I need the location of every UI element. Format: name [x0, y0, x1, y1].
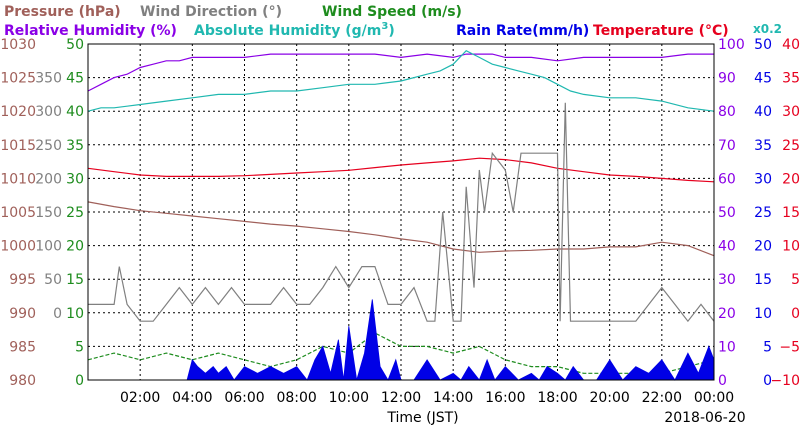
pressure-tick-label: 1015: [0, 138, 36, 154]
rain-rate-tick-label: 45: [754, 71, 772, 87]
wind-speed-tick-label: 0: [75, 373, 84, 389]
wind-direction-tick-label: 350: [35, 71, 62, 87]
wind-speed-tick-label: 5: [75, 339, 84, 355]
rain-rate-tick-label: 30: [754, 171, 772, 187]
date-label: 2018-06-20: [664, 410, 745, 426]
temperature-tick-label: −10: [770, 373, 800, 389]
rain-rate-tick-label: 15: [754, 272, 772, 288]
temperature-tick-label: 0: [791, 306, 800, 322]
wind-direction-tick-label: 0: [53, 306, 62, 322]
humidity-tick-label: 70: [718, 138, 736, 154]
wind-speed-tick-label: 25: [66, 205, 84, 221]
wind-direction-tick-label: 250: [35, 138, 62, 154]
humidity-tick-label: 40: [718, 239, 736, 255]
temperature-tick-label: 15: [782, 205, 800, 221]
pressure-tick-label: 995: [9, 272, 36, 288]
humidity-tick-label: 30: [718, 272, 736, 288]
rain-rate-tick-label: 35: [754, 138, 772, 154]
x-tick-label: 04:00: [172, 390, 212, 406]
humidity-tick-label: 90: [718, 71, 736, 87]
x-axis-title: Time (JST): [386, 410, 458, 426]
wind-speed-tick-label: 45: [66, 71, 84, 87]
relative-humidity-series: [87, 53, 714, 92]
legend-scale-note: x0.2: [753, 22, 782, 36]
pressure-hpa-series: [87, 201, 715, 257]
rain-rate-tick-label: 25: [754, 205, 772, 221]
pressure-tick-label: 1005: [0, 205, 36, 221]
temperature-c-series: [87, 157, 715, 183]
legend-pressure: Pressure (hPa): [4, 4, 121, 20]
humidity-tick-label: 0: [718, 373, 727, 389]
rain-rate-tick-label: 50: [754, 37, 772, 53]
rain-rate-mm-h-series: [186, 299, 715, 381]
humidity-tick-label: 20: [718, 306, 736, 322]
temperature-tick-label: 40: [782, 37, 800, 53]
humidity-tick-label: 60: [718, 171, 736, 187]
x-tick-label: 20:00: [589, 390, 629, 406]
wind-direction-series: [88, 102, 715, 323]
pressure-tick-label: 980: [9, 373, 36, 389]
wind-direction-tick-label: 50: [44, 272, 62, 288]
pressure-tick-label: 1020: [0, 104, 36, 120]
rain-rate-tick-label: 40: [754, 104, 772, 120]
x-tick-label: 18:00: [537, 390, 577, 406]
legend-temperature: Temperature (°C): [593, 23, 729, 39]
pressure-tick-label: 990: [9, 306, 36, 322]
x-tick-label: 00:00: [694, 390, 734, 406]
temperature-tick-label: 10: [782, 239, 800, 255]
temperature-tick-label: 20: [782, 171, 800, 187]
legend-relative-humidity: Relative Humidity (%): [4, 23, 177, 39]
temperature-tick-label: 35: [782, 71, 800, 87]
legend-wind-direction: Wind Direction (°): [140, 4, 282, 20]
plot-area: [88, 44, 714, 380]
x-tick-label: 12:00: [381, 390, 421, 406]
plot-frame: [87, 43, 715, 381]
legend-absolute-humidity-sup: 3: [381, 21, 388, 32]
wind-speed-tick-label: 30: [66, 171, 84, 187]
wind-direction-tick-label: 200: [35, 171, 62, 187]
x-tick-label: 14:00: [433, 390, 473, 406]
temperature-tick-label: 5: [791, 272, 800, 288]
rain-rate-tick-label: 5: [763, 339, 772, 355]
rain-rate-tick-label: 0: [763, 373, 772, 389]
x-tick-label: 02:00: [120, 390, 160, 406]
series-group: [87, 49, 715, 381]
pressure-tick-label: 985: [9, 339, 36, 355]
x-tick-label: 08:00: [276, 390, 316, 406]
wind-speed-tick-label: 15: [66, 272, 84, 288]
pressure-tick-label: 1025: [0, 71, 36, 87]
humidity-tick-label: 80: [718, 104, 736, 120]
pressure-tick-label: 1030: [0, 37, 36, 53]
x-tick-label: 06:00: [224, 390, 264, 406]
temperature-tick-label: −5: [779, 339, 800, 355]
wind-direction-tick-label: 300: [35, 104, 62, 120]
temperature-tick-label: 25: [782, 138, 800, 154]
rain-rate-tick-label: 10: [754, 306, 772, 322]
x-tick-label: 22:00: [642, 390, 682, 406]
pressure-tick-label: 1010: [0, 171, 36, 187]
pressure-tick-label: 1000: [0, 239, 36, 255]
legend-rain-rate: Rain Rate(mm/h): [456, 23, 589, 39]
legend-absolute-humidity-label: Absolute Humidity (g/m: [194, 23, 381, 39]
rain-rate-tick-label: 20: [754, 239, 772, 255]
humidity-tick-label: 100: [718, 37, 745, 53]
humidity-tick-label: 50: [718, 205, 736, 221]
wind-speed-tick-label: 20: [66, 239, 84, 255]
wind-direction-tick-label: 100: [35, 239, 62, 255]
legend-absolute-humidity-close: ): [388, 23, 394, 39]
wind-speed-tick-label: 40: [66, 104, 84, 120]
legend-wind-speed: Wind Speed (m/s): [322, 4, 462, 20]
legend-absolute-humidity: Absolute Humidity (g/m3): [194, 21, 395, 39]
wind-speed-tick-label: 35: [66, 138, 84, 154]
wind-speed-tick-label: 50: [66, 37, 84, 53]
wind-speed-tick-label: 10: [66, 306, 84, 322]
temperature-tick-label: 30: [782, 104, 800, 120]
humidity-tick-label: 10: [718, 339, 736, 355]
x-tick-label: 10:00: [329, 390, 369, 406]
wind-direction-tick-label: 150: [35, 205, 62, 221]
axes-group: 02:00 04:00 06:00 08:00 10:00 12:00 14:00 16:00…: [0, 37, 800, 406]
x-tick-label: 16:00: [485, 390, 525, 406]
absolute-humidity-g-m-x-series: [87, 49, 715, 112]
